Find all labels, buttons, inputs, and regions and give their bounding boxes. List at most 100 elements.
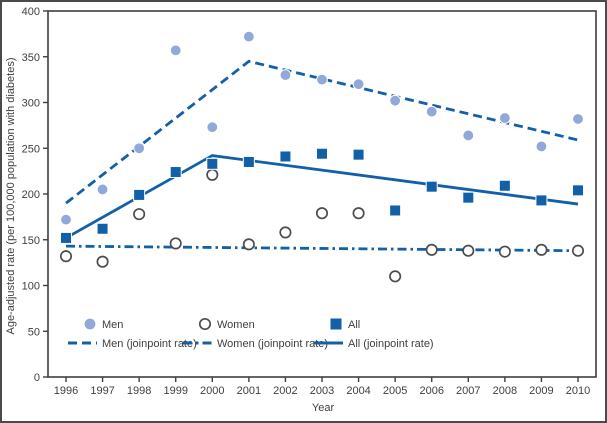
all-series: [60, 147, 584, 244]
legend-item-all-joinpoint-rate: All (joinpoint rate): [314, 338, 434, 350]
women-point: [535, 243, 548, 256]
legend-item-women-joinpoint-rate: Women (joinpoint rate): [183, 338, 328, 350]
y-axis-tick-label: 200: [22, 189, 40, 201]
men-point: [425, 105, 438, 118]
all-point: [425, 180, 438, 193]
legend-open-circle-icon: [198, 317, 212, 331]
legend-filled-circle-icon: [84, 318, 96, 330]
women-joinpoint-rate-line: [65, 244, 579, 253]
legend-label: All (joinpoint rate): [348, 338, 434, 350]
men-point: [352, 78, 365, 91]
legend-item-men: Men: [84, 318, 123, 331]
all-point: [498, 179, 511, 192]
x-axis-tick-label: 2009: [529, 385, 553, 397]
men-point: [242, 30, 255, 43]
all-point: [462, 191, 475, 204]
women-point: [169, 237, 182, 250]
men-point: [279, 69, 292, 81]
women-point: [389, 270, 402, 283]
men-joinpoint-rate-line: [65, 59, 579, 205]
all-joinpoint-rate-path: [65, 154, 579, 240]
y-axis-title: Age-adjusted rate (per 100,000 populatio…: [5, 57, 17, 334]
men-series: [60, 30, 584, 226]
legend-item-men-joinpoint-rate: Men (joinpoint rate): [68, 338, 197, 350]
all-point: [279, 150, 292, 163]
x-axis-tick-label: 2010: [566, 385, 590, 397]
y-axis-tick-label: 0: [34, 372, 40, 384]
y-axis-tick-label: 350: [22, 52, 40, 64]
x-axis-tick-label: 2004: [346, 385, 370, 397]
women-point: [96, 255, 109, 268]
y-axis-tick-label: 100: [22, 281, 40, 293]
women-point: [425, 243, 438, 256]
men-point: [96, 183, 109, 196]
women-point: [59, 250, 73, 263]
all-point: [206, 157, 219, 170]
plot-frame: [47, 10, 597, 378]
legend-label: Women: [217, 319, 255, 331]
x-axis-tick-label: 2003: [310, 385, 334, 397]
women-joinpoint-rate-path: [65, 244, 579, 253]
y-axis-tick-label: 50: [28, 326, 40, 338]
legend-label: Men: [102, 319, 123, 331]
x-axis-title: Year: [312, 402, 335, 414]
y-axis-tick-label: 400: [22, 6, 40, 18]
x-axis-tick-label: 2007: [456, 385, 480, 397]
x-axis-tick-label: 2008: [493, 385, 517, 397]
legend-label: Women (joinpoint rate): [217, 338, 328, 350]
all-point: [60, 231, 72, 244]
men-point: [169, 44, 182, 57]
all-point: [169, 166, 182, 179]
x-axis-tick-label: 1999: [163, 385, 187, 397]
x-axis-tick-label: 1998: [127, 385, 151, 397]
men-point: [316, 73, 328, 86]
legend-filled-square-icon: [330, 318, 342, 330]
all-point: [389, 204, 402, 217]
y-axis: 0 50 100 150 200 250 300 350 400: [22, 6, 48, 384]
women-point: [498, 245, 511, 258]
men-point: [60, 213, 72, 226]
women-point: [315, 207, 329, 220]
legend-label: All: [348, 319, 360, 331]
men-point: [498, 112, 511, 124]
x-axis-tick-label: 2006: [419, 385, 443, 397]
x-axis-tick-label: 1996: [54, 385, 78, 397]
y-axis-tick-label: 150: [22, 235, 40, 247]
women-point: [352, 207, 365, 220]
all-point: [133, 188, 146, 201]
all-point: [96, 222, 109, 235]
men-point: [206, 121, 219, 134]
men-point: [462, 129, 475, 142]
x-axis-tick-label: 2002: [273, 385, 297, 397]
legend-item-women: Women: [198, 317, 255, 331]
men-point: [133, 142, 146, 155]
legend: Men Women All Men (joinpoint rate) Women (jo…: [68, 317, 434, 350]
all-joinpoint-rate-line: [65, 154, 579, 240]
men-point: [389, 94, 402, 107]
women-point: [133, 208, 146, 221]
women-series: [59, 168, 585, 283]
legend-label: Men (joinpoint rate): [102, 338, 197, 350]
legend-item-all: All: [330, 318, 360, 331]
x-axis-tick-label: 1997: [90, 385, 114, 397]
women-point: [242, 238, 255, 251]
x-axis-tick-label: 2005: [383, 385, 407, 397]
all-point: [316, 147, 328, 160]
x-axis: 1996 1997 1998 1999 2000 2001 2002 2003 2004 2005…: [54, 377, 590, 397]
men-point: [572, 113, 584, 125]
all-point: [242, 155, 255, 168]
y-axis-tick-label: 250: [22, 143, 40, 155]
x-axis-tick-label: 2000: [200, 385, 224, 397]
all-point: [352, 148, 365, 161]
women-point: [571, 244, 585, 257]
women-point: [206, 168, 219, 181]
plot-area: 0 50 100 150 200 250 300 350 400 1996 1997 1998 1999…: [22, 6, 597, 397]
all-point: [535, 194, 548, 207]
y-axis-tick-label: 300: [22, 98, 40, 110]
all-point: [572, 184, 584, 197]
x-axis-tick-label: 2001: [237, 385, 261, 397]
men-joinpoint-rate-path: [65, 59, 579, 205]
women-point: [462, 244, 475, 257]
women-point: [279, 226, 292, 239]
